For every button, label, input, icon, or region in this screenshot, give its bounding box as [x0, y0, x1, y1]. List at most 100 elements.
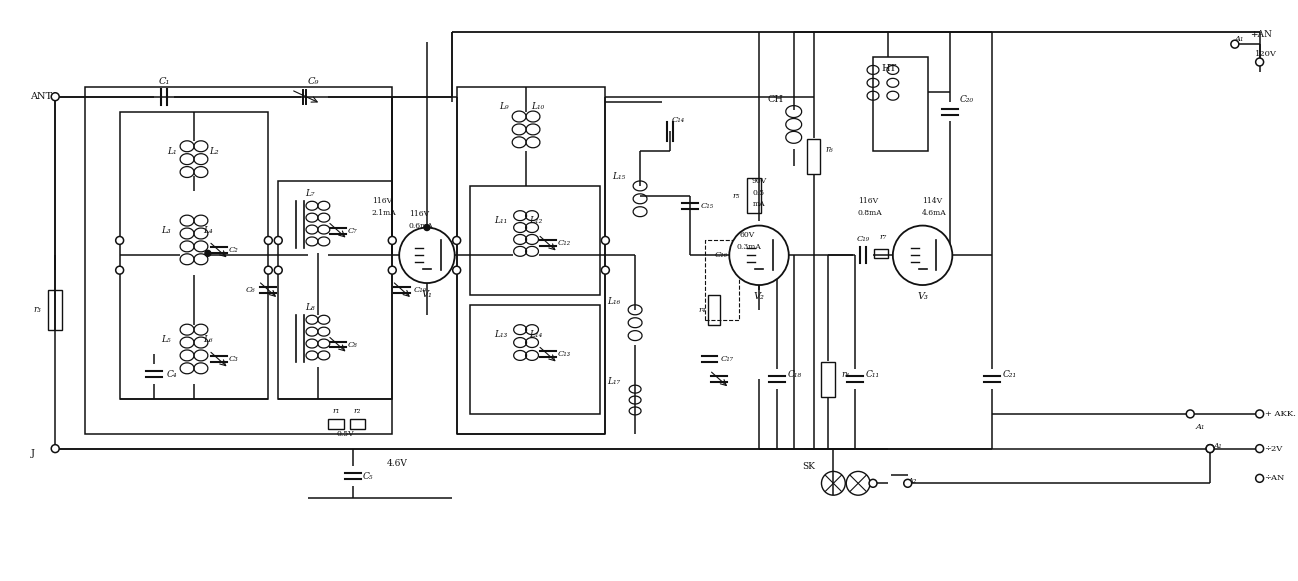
Bar — [349, 419, 366, 429]
Circle shape — [116, 236, 123, 245]
Text: V₁: V₁ — [422, 290, 432, 299]
Text: L₈: L₈ — [305, 303, 315, 313]
Bar — [709, 295, 720, 325]
Text: L₁₂: L₁₂ — [530, 216, 543, 225]
Text: C₁₂: C₁₂ — [557, 239, 570, 248]
Text: C₁₄: C₁₄ — [671, 116, 684, 124]
Circle shape — [265, 266, 273, 274]
Text: L₂: L₂ — [209, 147, 218, 156]
Bar — [806, 139, 820, 174]
Text: 0.6mA: 0.6mA — [409, 221, 434, 229]
Text: C₆: C₆ — [245, 286, 256, 294]
Bar — [84, 87, 392, 434]
Text: ANT: ANT — [30, 92, 52, 101]
Text: + AKK.: + AKK. — [1264, 410, 1295, 418]
Text: r₃: r₃ — [34, 306, 42, 314]
Text: r₈: r₈ — [841, 370, 849, 379]
Text: L₁₇: L₁₇ — [606, 376, 620, 386]
Bar — [328, 419, 344, 429]
Circle shape — [1255, 444, 1263, 453]
Text: ÷AN: ÷AN — [1264, 474, 1285, 482]
Circle shape — [388, 236, 396, 245]
Text: A₁: A₁ — [1195, 423, 1205, 431]
Text: 0.8mA: 0.8mA — [858, 209, 883, 217]
Bar — [705, 241, 739, 320]
Text: 0.5V: 0.5V — [337, 430, 354, 437]
Circle shape — [274, 236, 282, 245]
Text: r₇: r₇ — [879, 234, 887, 242]
Text: 4.6V: 4.6V — [387, 459, 408, 468]
Circle shape — [846, 471, 870, 495]
Circle shape — [601, 236, 609, 245]
Text: A₁: A₁ — [1236, 35, 1245, 43]
Text: L₁: L₁ — [167, 147, 177, 156]
Circle shape — [729, 225, 789, 285]
Text: 4.6mA: 4.6mA — [922, 209, 946, 217]
Text: L₁₃: L₁₃ — [493, 330, 508, 339]
Bar — [457, 87, 605, 434]
Text: L₅: L₅ — [161, 335, 171, 344]
Text: C₁₃: C₁₃ — [557, 350, 570, 358]
Text: A₁: A₁ — [1214, 442, 1223, 450]
Circle shape — [1186, 410, 1194, 418]
Text: 0.3mA: 0.3mA — [737, 243, 762, 252]
Text: L₉: L₉ — [500, 102, 509, 111]
Bar — [822, 362, 836, 397]
Text: r₅: r₅ — [732, 192, 740, 200]
Text: r₁: r₁ — [332, 407, 340, 415]
Circle shape — [893, 225, 953, 285]
Text: V₂: V₂ — [754, 292, 765, 302]
Text: L₇: L₇ — [305, 189, 315, 198]
Text: V₃: V₃ — [918, 292, 928, 302]
Text: A₂: A₂ — [909, 478, 918, 485]
Circle shape — [424, 225, 430, 231]
Circle shape — [1255, 474, 1263, 482]
Text: 116V: 116V — [858, 197, 879, 205]
Circle shape — [1255, 410, 1263, 418]
Circle shape — [903, 479, 911, 487]
Text: 120V: 120V — [1255, 50, 1276, 58]
Text: L₁₆: L₁₆ — [606, 297, 620, 306]
Text: C₂₀: C₂₀ — [961, 95, 975, 104]
Text: C₁₅: C₁₅ — [701, 202, 714, 210]
Text: C₂: C₂ — [228, 246, 239, 254]
Circle shape — [601, 266, 609, 274]
Circle shape — [870, 479, 877, 487]
Text: L₁₅: L₁₅ — [611, 171, 624, 181]
Text: C₁₆: C₁₆ — [715, 252, 728, 259]
Text: C₉: C₉ — [308, 77, 318, 87]
Circle shape — [274, 266, 282, 274]
Bar — [470, 186, 601, 295]
Text: C₈: C₈ — [348, 340, 357, 349]
Circle shape — [388, 266, 396, 274]
Circle shape — [1206, 444, 1214, 453]
Text: L₆: L₆ — [202, 335, 213, 344]
Text: C₁₈: C₁₈ — [788, 370, 802, 379]
Circle shape — [822, 471, 845, 495]
Bar — [874, 249, 888, 258]
Circle shape — [1231, 40, 1238, 48]
Text: L₄: L₄ — [202, 226, 213, 235]
Circle shape — [265, 236, 273, 245]
Circle shape — [1206, 444, 1214, 453]
Text: L₁₄: L₁₄ — [530, 330, 543, 339]
Circle shape — [205, 250, 210, 256]
Text: C₁₁: C₁₁ — [866, 370, 880, 379]
Text: C₇: C₇ — [348, 227, 357, 235]
Text: r₂: r₂ — [354, 407, 361, 415]
Circle shape — [1255, 58, 1263, 66]
Bar — [119, 112, 269, 399]
Bar — [470, 305, 601, 414]
Text: 60V: 60V — [740, 231, 754, 239]
Text: L₃: L₃ — [161, 226, 171, 235]
Text: HT: HT — [881, 64, 896, 73]
Text: SK: SK — [802, 462, 815, 471]
Text: mA: mA — [753, 200, 766, 208]
Bar — [48, 290, 62, 329]
Text: 0.5: 0.5 — [753, 189, 765, 197]
Circle shape — [51, 93, 60, 101]
Bar — [278, 181, 392, 399]
Text: 2.1mA: 2.1mA — [373, 209, 397, 217]
Text: L₁₀: L₁₀ — [531, 102, 545, 111]
Text: C₄: C₄ — [167, 370, 178, 379]
